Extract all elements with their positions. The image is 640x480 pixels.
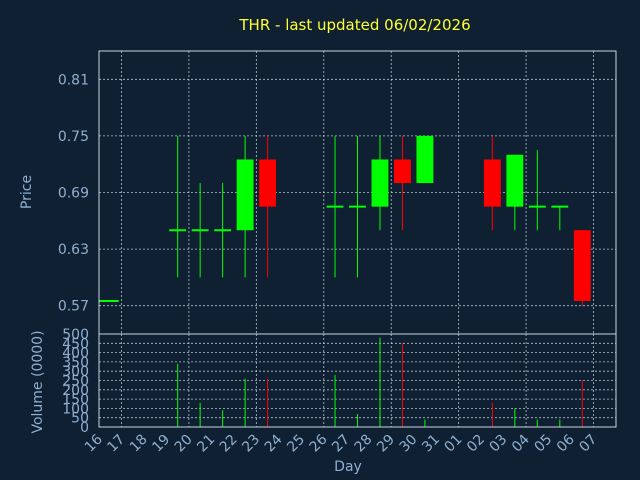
- price-candles: [99, 135, 591, 306]
- day-tick-label: 26: [307, 431, 331, 455]
- tick-labels: 0.570.630.690.750.8105010015020025030035…: [58, 72, 601, 455]
- candle-body: [394, 159, 411, 184]
- price-tick-label: 0.75: [58, 129, 89, 145]
- volume-tick-label: 100: [62, 401, 89, 417]
- day-tick-label: 30: [397, 432, 421, 456]
- volume-tick-label: 250: [62, 374, 89, 390]
- day-tick-label: 04: [509, 431, 533, 455]
- day-tick-label: 23: [239, 432, 263, 456]
- price-axis-label: Price: [19, 175, 35, 209]
- candle-body: [573, 230, 591, 301]
- candle-body: [506, 154, 524, 207]
- day-tick-label: 07: [576, 432, 600, 456]
- candle-body: [371, 159, 389, 207]
- day-tick-label: 06: [554, 431, 578, 455]
- gridlines: [99, 51, 616, 428]
- volume-tick-label: 450: [62, 336, 89, 352]
- day-tick-label: 05: [531, 432, 555, 456]
- volume-tick-label: 400: [62, 346, 89, 362]
- day-tick-label: 03: [487, 432, 511, 456]
- day-tick-label: 27: [329, 432, 353, 456]
- day-tick-label: 25: [284, 432, 308, 456]
- candle-body: [259, 159, 277, 207]
- price-tick-label: 0.57: [58, 299, 89, 315]
- candle-body: [483, 159, 501, 207]
- price-tick-label: 0.63: [58, 242, 89, 258]
- day-tick-label: 22: [217, 432, 241, 456]
- day-tick-label: 20: [172, 432, 196, 456]
- volume-tick-label: 350: [62, 355, 89, 371]
- volume-tick-label: 500: [62, 327, 89, 343]
- volume-tick-label: 50: [71, 411, 89, 427]
- candle-body: [416, 135, 434, 184]
- day-tick-label: 17: [104, 432, 128, 456]
- day-tick-label: 24: [262, 431, 286, 455]
- volume-axis-label: Volume (0000): [30, 330, 46, 433]
- day-tick-label: 01: [442, 432, 466, 456]
- day-tick-label: 18: [127, 432, 151, 456]
- volume-tick-label: 300: [62, 364, 89, 380]
- price-tick-label: 0.81: [58, 72, 89, 88]
- price-tick-label: 0.69: [58, 186, 89, 202]
- day-tick-label: 02: [464, 432, 488, 456]
- day-tick-label: 31: [419, 432, 443, 456]
- volume-bars: [177, 337, 583, 427]
- day-tick-label: 21: [194, 432, 218, 456]
- volume-tick-label: 0: [80, 420, 89, 436]
- volume-tick-label: 150: [62, 392, 89, 408]
- day-tick-label: 29: [374, 432, 398, 456]
- volume-tick-label: 200: [62, 383, 89, 399]
- chart-title: THR - last updated 06/02/2026: [238, 16, 470, 34]
- x-axis-label: Day: [334, 459, 362, 475]
- volume-panel-frame: [98, 333, 617, 428]
- day-tick-label: 19: [149, 432, 173, 456]
- day-tick-label: 28: [352, 432, 376, 456]
- candle-body: [236, 159, 254, 231]
